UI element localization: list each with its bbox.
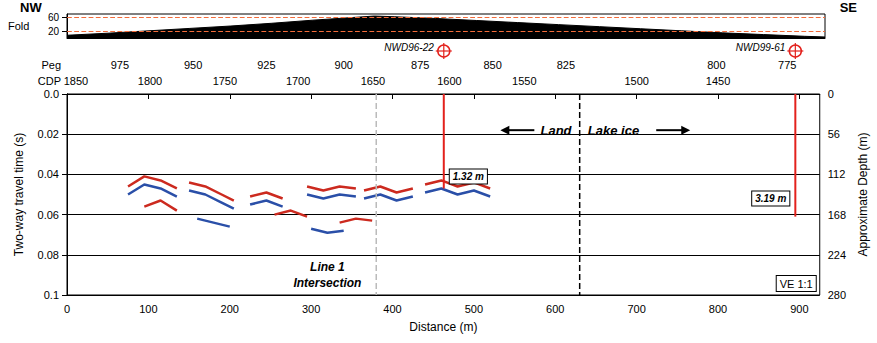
- svg-text:Approximate Depth (m): Approximate Depth (m): [856, 132, 870, 256]
- svg-text:Peg: Peg: [41, 59, 61, 71]
- svg-text:NWD99-61: NWD99-61: [736, 42, 785, 53]
- svg-text:1550: 1550: [512, 75, 536, 87]
- svg-text:975: 975: [111, 59, 129, 71]
- svg-text:3.19 m: 3.19 m: [755, 193, 786, 204]
- svg-text:56: 56: [828, 128, 840, 140]
- svg-text:Two-way travel time (s): Two-way travel time (s): [12, 133, 26, 256]
- svg-text:Lake ice: Lake ice: [588, 123, 639, 138]
- svg-text:1850: 1850: [64, 75, 88, 87]
- svg-text:1650: 1650: [361, 75, 385, 87]
- svg-text:60: 60: [48, 12, 60, 23]
- svg-text:600: 600: [546, 303, 564, 315]
- svg-text:224: 224: [828, 249, 846, 261]
- svg-text:SE: SE: [840, 0, 858, 15]
- svg-text:Land: Land: [540, 123, 572, 138]
- svg-text:400: 400: [383, 303, 401, 315]
- svg-text:0.06: 0.06: [38, 209, 59, 221]
- svg-text:1500: 1500: [624, 75, 648, 87]
- svg-text:0.0: 0.0: [44, 88, 59, 100]
- svg-text:850: 850: [483, 59, 501, 71]
- svg-text:Fold: Fold: [8, 20, 29, 32]
- svg-text:0: 0: [64, 303, 70, 315]
- svg-text:1700: 1700: [286, 75, 310, 87]
- svg-text:200: 200: [221, 303, 239, 315]
- svg-text:1.32 m: 1.32 m: [453, 171, 484, 182]
- svg-text:300: 300: [302, 303, 320, 315]
- svg-text:20: 20: [48, 26, 60, 37]
- svg-text:0.04: 0.04: [38, 168, 59, 180]
- svg-text:280: 280: [828, 289, 846, 301]
- svg-text:1800: 1800: [138, 75, 162, 87]
- svg-text:0: 0: [828, 88, 834, 100]
- svg-text:900: 900: [335, 59, 353, 71]
- svg-text:700: 700: [627, 303, 645, 315]
- svg-text:1450: 1450: [706, 75, 730, 87]
- svg-text:800: 800: [707, 59, 725, 71]
- svg-text:800: 800: [709, 303, 727, 315]
- svg-text:0.02: 0.02: [38, 128, 59, 140]
- svg-text:875: 875: [411, 59, 429, 71]
- svg-text:CDP: CDP: [38, 75, 61, 87]
- svg-text:0.1: 0.1: [44, 289, 59, 301]
- svg-text:Line 1: Line 1: [310, 260, 345, 274]
- svg-text:Intersection: Intersection: [293, 276, 361, 290]
- svg-text:0.08: 0.08: [38, 249, 59, 261]
- svg-text:100: 100: [139, 303, 157, 315]
- svg-text:Distance (m): Distance (m): [409, 320, 477, 334]
- svg-text:168: 168: [828, 209, 846, 221]
- svg-text:775: 775: [778, 59, 796, 71]
- svg-text:112: 112: [828, 168, 846, 180]
- svg-text:900: 900: [790, 303, 808, 315]
- svg-text:VE 1:1: VE 1:1: [780, 278, 813, 290]
- svg-text:500: 500: [465, 303, 483, 315]
- svg-text:NW: NW: [20, 0, 42, 15]
- svg-text:1600: 1600: [437, 75, 461, 87]
- svg-text:NWD96-22: NWD96-22: [384, 42, 434, 53]
- svg-text:950: 950: [184, 59, 202, 71]
- svg-text:825: 825: [557, 59, 575, 71]
- svg-text:925: 925: [257, 59, 275, 71]
- svg-text:1750: 1750: [213, 75, 237, 87]
